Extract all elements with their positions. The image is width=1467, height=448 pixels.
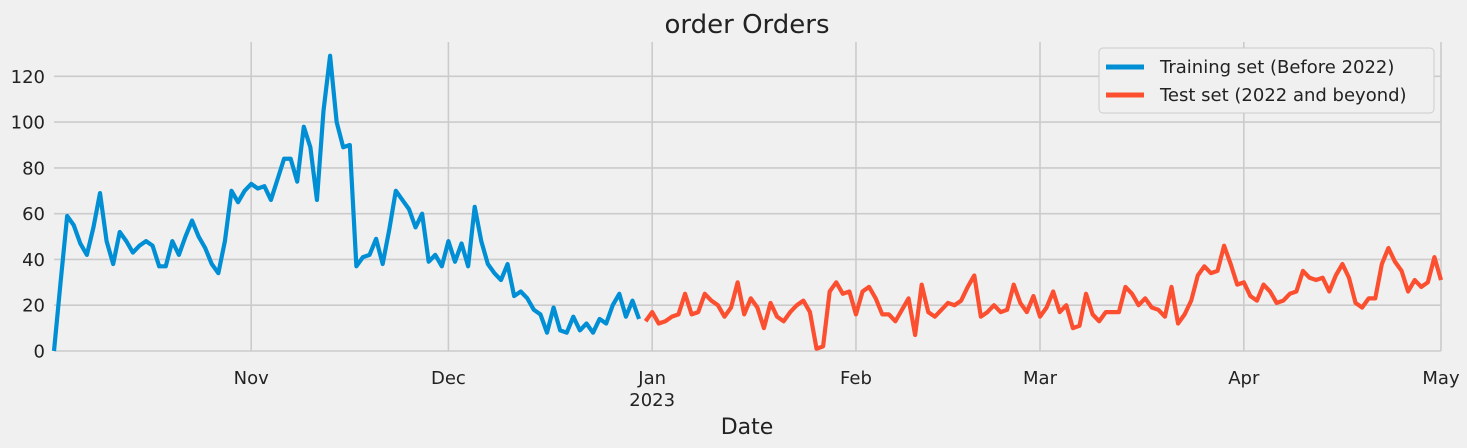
y-tick-label: 100 [11, 113, 45, 134]
x-tick-label: Mar [1023, 368, 1058, 389]
legend-label-training: Training set (Before 2022) [1159, 57, 1394, 78]
y-tick-label: 60 [22, 204, 45, 225]
series-line-test [643, 243, 1444, 351]
x-tick-label: May [1422, 368, 1460, 389]
series-layer [51, 53, 1444, 352]
y-tick-label: 0 [34, 342, 45, 363]
x-tick-label: Feb [840, 368, 872, 389]
series-line-training [51, 53, 642, 352]
y-tick-label: 20 [22, 296, 45, 317]
y-tick-label: 120 [11, 67, 45, 88]
x-tick-label: Nov [234, 368, 269, 389]
legend-label-test: Test set (2022 and beyond) [1159, 85, 1407, 106]
legend-box [1098, 47, 1435, 114]
x-tick-label: Apr [1228, 368, 1260, 389]
x-tick-label: Jan [637, 368, 666, 389]
grid-layer [54, 42, 1442, 352]
legend: Training set (Before 2022) Test set (202… [1098, 47, 1435, 114]
y-tick-label: 40 [22, 250, 45, 271]
x-tick-sublabel: 2023 [629, 390, 675, 411]
x-axis-title: Date [721, 415, 774, 440]
y-tick-label: 80 [22, 158, 45, 179]
x-tick-label: Dec [431, 368, 466, 389]
chart-title: order Orders [664, 10, 829, 40]
